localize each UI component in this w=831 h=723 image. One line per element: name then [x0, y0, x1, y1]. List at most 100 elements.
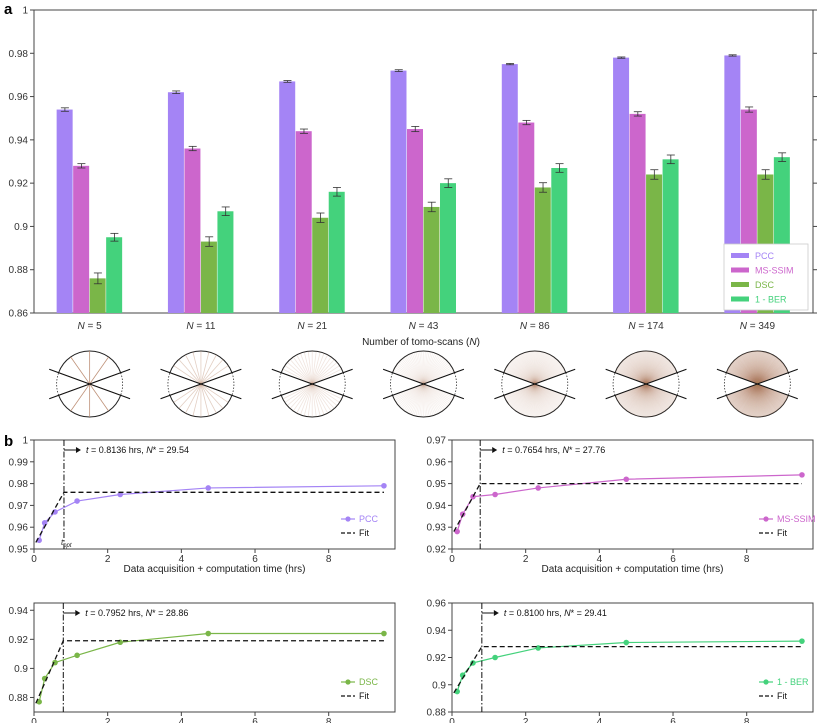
bar-msssim [184, 148, 201, 313]
data-point [74, 498, 80, 504]
x-tick-label: N = 86 [520, 321, 550, 332]
data-point [41, 520, 48, 526]
sector-arc-bottom [392, 395, 455, 418]
y-tick-label: 0.99 [9, 457, 29, 468]
y-tick-label: 0.95 [427, 479, 447, 490]
y-tick-label: 0.92 [427, 545, 447, 556]
sector-arc-top [169, 350, 233, 373]
x-tick-label: 2 [105, 554, 111, 565]
data-point [454, 528, 460, 535]
data-point [205, 630, 212, 637]
x-tick-label: N = 349 [740, 321, 776, 332]
legend-swatch [731, 296, 749, 302]
annotation-text: t = 0.7654 hrs, N* = 27.76 [502, 445, 605, 455]
missing-wedge-arc-left [167, 372, 171, 396]
y-tick-label: 0.86 [9, 309, 29, 320]
x-tick-label: N = 5 [78, 321, 103, 332]
sector-arc-bottom [503, 395, 567, 418]
data-point [623, 476, 630, 483]
legend-swatch-marker [763, 679, 769, 685]
y-tick-label: 1 [22, 436, 28, 447]
bar-dsc [312, 217, 329, 313]
x-tick-label: 4 [179, 554, 185, 565]
bar-pcc [501, 64, 518, 313]
bar-msssim [73, 165, 90, 313]
data-point [74, 652, 80, 659]
data-point [205, 485, 212, 491]
missing-wedge-arc-right [120, 372, 123, 396]
legend-label: DSC [755, 280, 775, 290]
wedge-boundary [49, 368, 131, 400]
missing-wedge-arc-right [342, 372, 346, 396]
sector-arc-bottom [614, 395, 678, 418]
sampling-diagram [605, 350, 687, 418]
plot-frame [451, 602, 814, 713]
plot-frame [33, 602, 396, 713]
sector-arc-top [614, 350, 678, 373]
legend-swatch [731, 253, 749, 258]
x-tick-label: 6 [670, 717, 676, 723]
data-point [799, 472, 805, 478]
x-tick-label: 0 [31, 554, 37, 565]
y-tick-label: 0.94 [9, 135, 29, 146]
legend-swatch-marker [763, 516, 769, 522]
legend-fit-label: Fit [359, 528, 369, 538]
bar-1ber [217, 211, 234, 313]
legend-label: PCC [755, 251, 775, 261]
wedge-boundary [160, 368, 242, 400]
data-line [38, 632, 384, 702]
missing-wedge-arc-right [676, 372, 680, 396]
legend-series-label: 1 - BER [777, 677, 809, 687]
x-tick-label: 6 [670, 554, 676, 565]
plot-frame [451, 439, 814, 550]
bar-pcc [390, 70, 407, 313]
bar-chart-xlabel: Number of tomo-scans (N) [362, 337, 480, 348]
y-tick-label: 0.96 [9, 92, 29, 103]
x-tick-label: N = 11 [186, 321, 215, 332]
y-tick-label: 0.95 [9, 545, 29, 556]
wedge-boundary [605, 368, 687, 400]
sampling-diagram [271, 350, 353, 418]
sampling-diagram [716, 350, 798, 418]
y-tick-label: 0.9 [14, 222, 28, 233]
missing-wedge-arc-left [278, 372, 282, 396]
missing-wedge-arc-right [787, 372, 791, 396]
legend-label: 1 - BER [755, 295, 787, 305]
legend-fit-label: Fit [777, 528, 787, 538]
y-tick-label: 0.94 [427, 626, 447, 637]
y-tick-label: 1 [22, 6, 28, 17]
data-point [470, 493, 476, 500]
y-tick-label: 0.94 [9, 606, 29, 617]
x-axis-label: Data acquisition + computation time (hrs… [541, 564, 723, 575]
legend-swatch [731, 282, 749, 287]
legend-swatch [731, 267, 749, 273]
bar-dsc [89, 278, 106, 313]
missing-wedge-arc-right [565, 372, 569, 396]
fit-chart-msssim: 0.92 0.93 0.94 0.95 0.96 0.97 0 2 4 6 8 Data acquis… [427, 436, 816, 576]
fit-chart-pcc: 0.95 0.96 0.97 0.98 0.99 1 0 2 4 6 8 Data acquisiti… [9, 436, 396, 575]
sampling-diagram [160, 350, 242, 418]
x-tick-label: 4 [597, 554, 603, 565]
fit-line [453, 645, 802, 694]
y-tick-label: 0.96 [427, 599, 447, 610]
y-tick-label: 0.97 [9, 501, 29, 512]
x-tick-label: 8 [326, 717, 332, 723]
x-tick-label: 0 [31, 717, 37, 723]
legend-fit-label: Fit [359, 691, 369, 701]
t-opt-label: topt [61, 538, 72, 549]
data-point [535, 485, 541, 491]
bar-pcc [56, 109, 73, 313]
wedge-boundary [716, 368, 798, 400]
data-point [492, 654, 498, 661]
x-tick-label: N = 43 [409, 321, 439, 332]
wedge-boundary [271, 368, 353, 400]
data-line [38, 485, 384, 541]
fit-line [35, 640, 384, 704]
bar-dsc [423, 206, 440, 313]
y-tick-label: 0.92 [9, 179, 29, 190]
x-tick-label: 8 [744, 717, 750, 723]
fit-line [453, 482, 802, 532]
y-tick-label: 0.88 [427, 708, 447, 719]
bar-1ber [106, 237, 123, 313]
